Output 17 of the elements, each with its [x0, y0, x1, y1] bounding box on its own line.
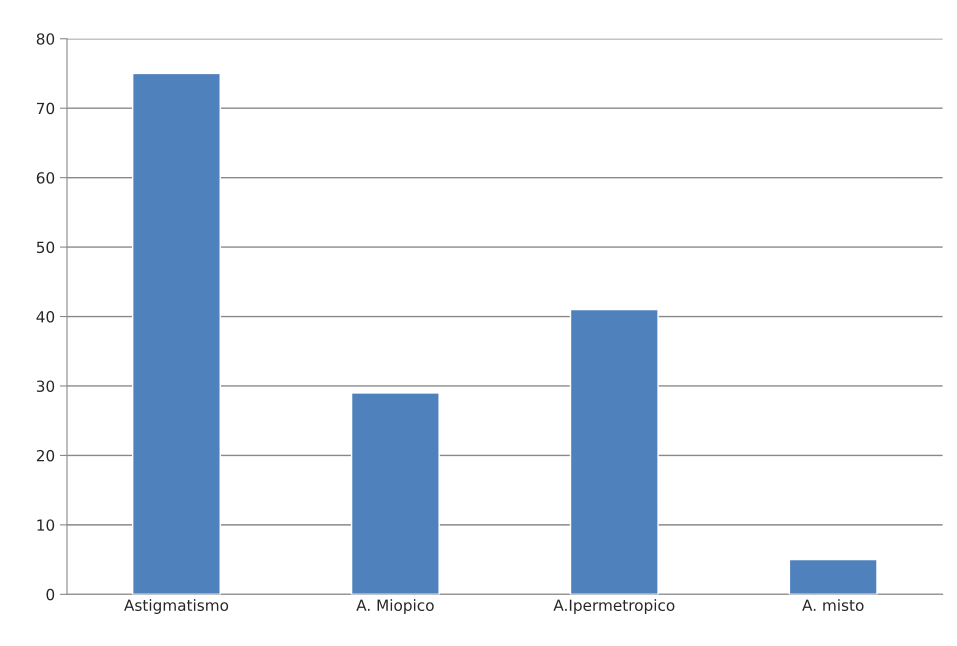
bar: [788, 558, 878, 594]
x-tick-label: A. Miopico: [356, 599, 434, 614]
x-tick-label: A.Ipermetropico: [553, 599, 674, 614]
y-tick-label: 20: [36, 450, 54, 462]
bar: [350, 392, 440, 594]
y-tick-label: 80: [36, 33, 54, 45]
bar: [132, 72, 221, 594]
y-tick-label: 60: [36, 172, 54, 184]
y-tick-label: 10: [37, 519, 54, 531]
y-tick-label: 30: [36, 380, 54, 392]
y-tick-label: 0: [46, 588, 54, 600]
x-tick-label: Astigmatismo: [124, 599, 228, 614]
y-tick-label: 70: [36, 102, 54, 114]
y-tick-label: 40: [36, 311, 54, 323]
x-tick-label: A. misto: [802, 599, 864, 612]
bar: [570, 308, 659, 594]
y-tick-label: 50: [36, 242, 54, 254]
